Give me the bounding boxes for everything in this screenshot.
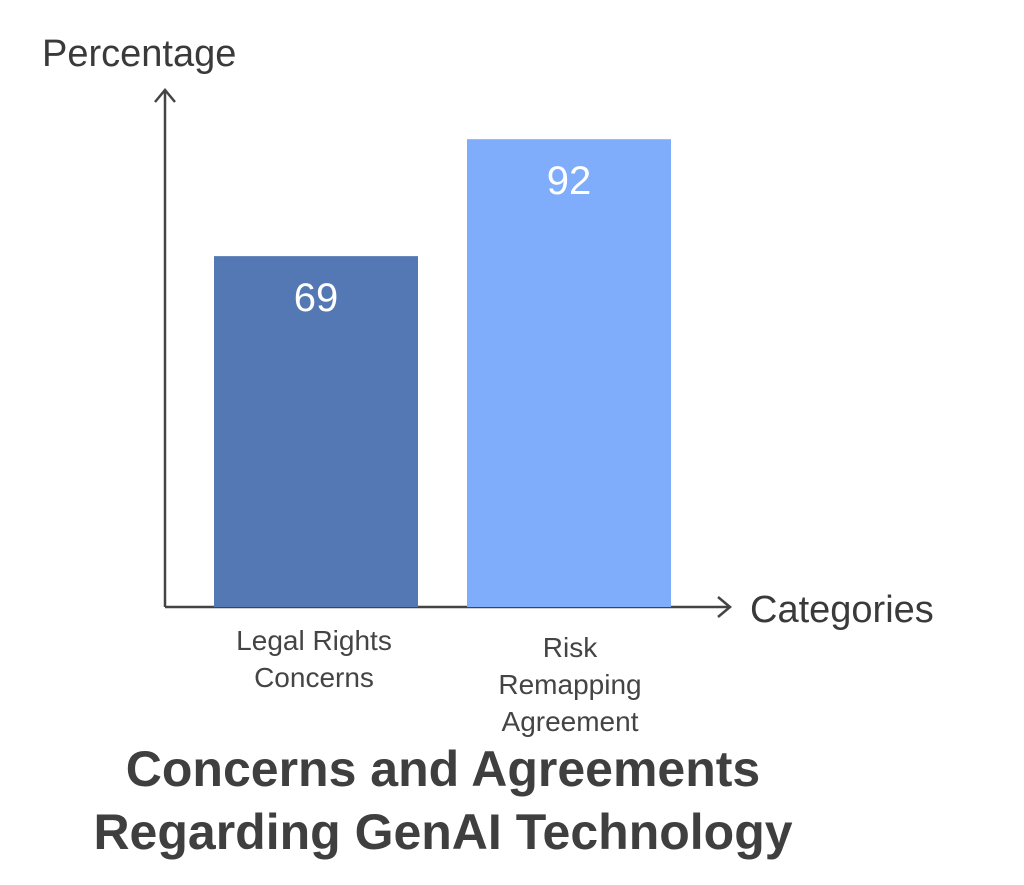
data-label-1: 69 bbox=[294, 276, 339, 320]
chart-title-line-2: Regarding GenAI Technology bbox=[93, 804, 792, 860]
y-axis-label: Percentage bbox=[42, 33, 236, 75]
category-label-2-line-2: Remapping bbox=[498, 669, 641, 700]
x-axis-label: Categories bbox=[750, 589, 934, 631]
x-axis-arrow bbox=[717, 596, 732, 618]
chart-title-line-1: Concerns and Agreements bbox=[126, 741, 760, 797]
bars bbox=[214, 139, 671, 607]
category-label-2-line-3: Agreement bbox=[502, 706, 639, 737]
bar-2 bbox=[467, 139, 671, 607]
bar-1 bbox=[214, 256, 418, 607]
data-labels: 69 92 bbox=[294, 159, 592, 320]
chart-title: Concerns and Agreements Regarding GenAI T… bbox=[93, 741, 792, 860]
category-label-1-line-1: Legal Rights bbox=[236, 625, 392, 656]
category-label-1-line-2: Concerns bbox=[254, 662, 374, 693]
data-label-2: 92 bbox=[547, 159, 592, 203]
y-axis-arrow bbox=[154, 88, 176, 103]
category-label-2-line-1: Risk bbox=[543, 632, 598, 663]
category-labels: Legal Rights Concerns Risk Remapping Agreeme… bbox=[236, 625, 641, 737]
